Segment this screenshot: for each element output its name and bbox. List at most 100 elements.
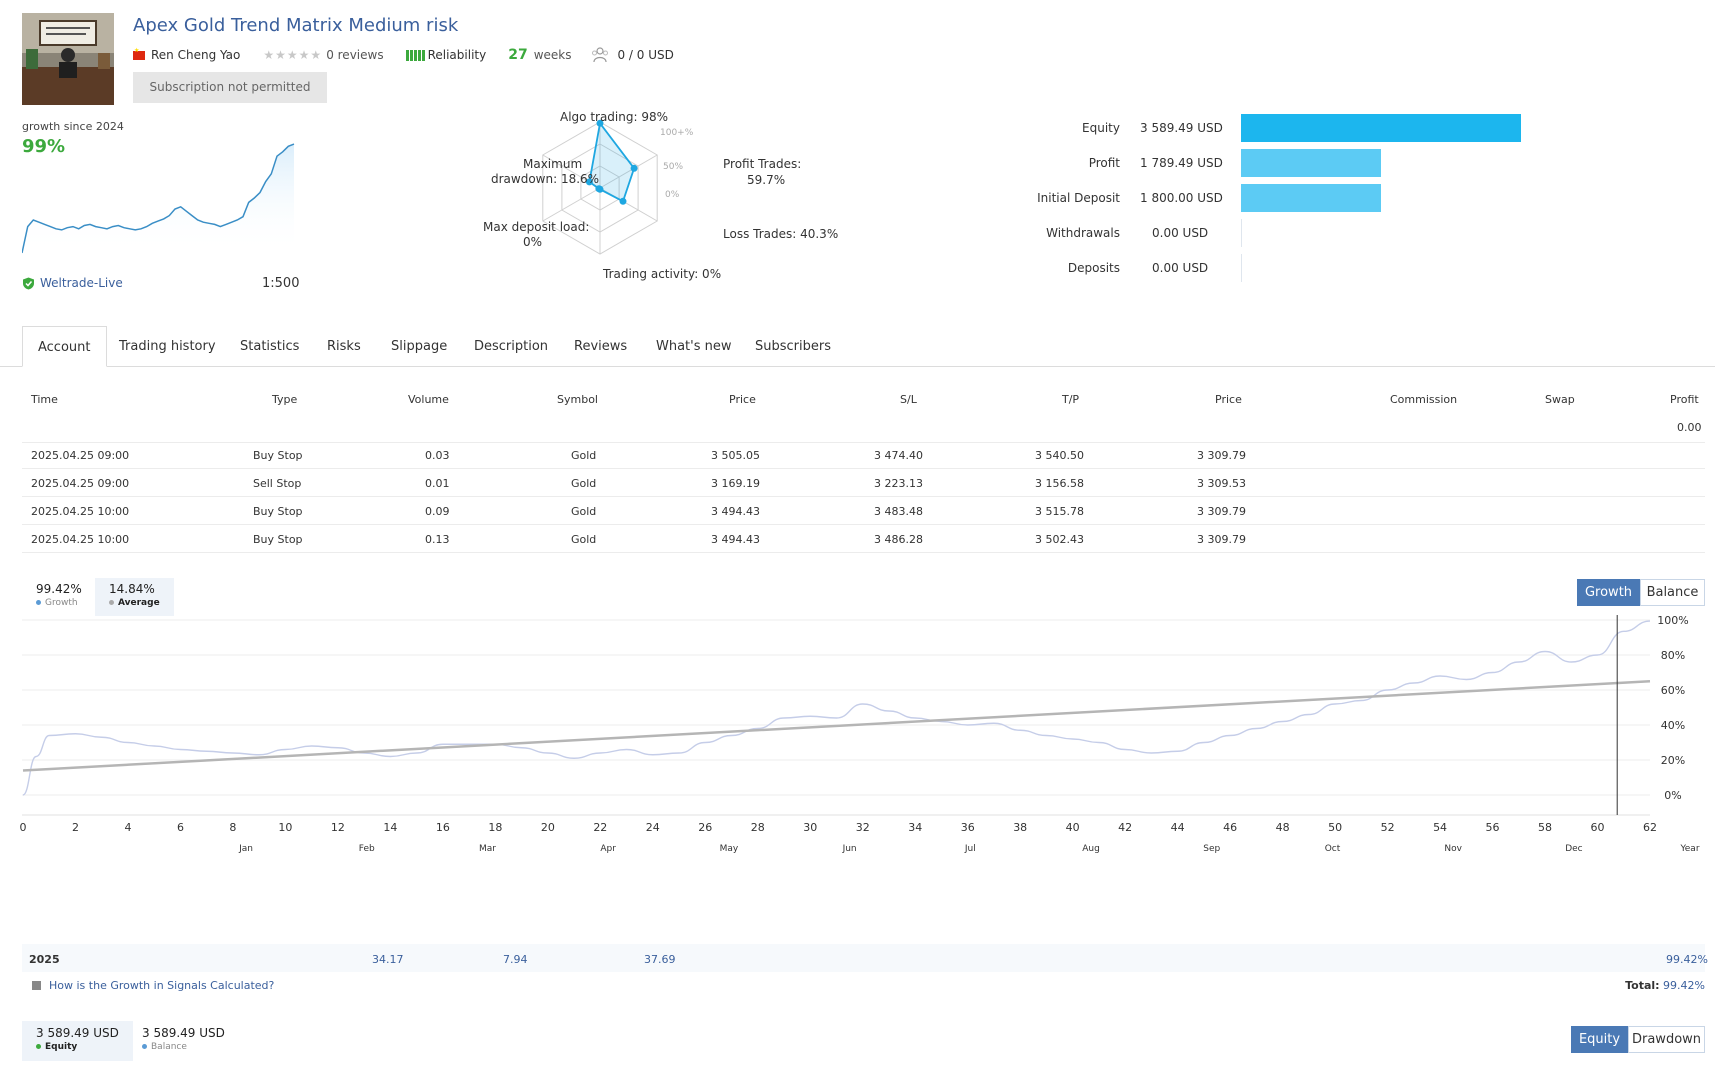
month-label: May (720, 844, 739, 854)
profit-label: Profit (1088, 156, 1120, 170)
verified-shield-icon (23, 277, 34, 289)
weeks-label: weeks (533, 48, 572, 62)
equity-stat-legend: Equity (36, 1042, 119, 1052)
equity-value: 3 589.49 USD (1140, 121, 1223, 135)
author-avatar[interactable] (22, 13, 114, 105)
month-label: Sep (1203, 844, 1220, 854)
x-tick-label: 14 (383, 821, 397, 834)
radar-axis (599, 154, 658, 189)
initial-deposit-row: Initial Deposit 1 800.00 USD (990, 184, 1530, 212)
radar-scale-0: 0% (665, 190, 680, 200)
signal-title[interactable]: Apex Gold Trend Matrix Medium risk (133, 15, 459, 36)
cell-time: 2025.04.25 10:00 (31, 533, 130, 546)
total-growth: Total: 99.42% (1625, 979, 1705, 992)
radar-label-loss-trades: Loss Trades: 40.3% (723, 227, 839, 241)
average-stat[interactable]: 14.84% Average (95, 578, 174, 616)
growth-stat-value: 99.42% (36, 582, 82, 596)
y-tick-label: 0% (1664, 789, 1681, 802)
year-label: 2025 (29, 953, 60, 966)
profit-value: 1 789.49 USD (1140, 156, 1223, 170)
average-dot-icon (109, 600, 114, 605)
cell-price-current: 3 309.79 (1197, 533, 1246, 546)
growth-chart[interactable]: 100%80%60%40%20%0%0 2 4 6 8 10 12 14 16 18 20 22 24 2… (0, 615, 1715, 940)
author-name[interactable]: Ren Cheng Yao (151, 48, 241, 62)
cell-price-current: 3 309.53 (1197, 477, 1246, 490)
x-tick-label: 8 (229, 821, 236, 834)
balance-stat[interactable]: 3 589.49 USD Balance (128, 1021, 239, 1061)
balance-stat-legend: Balance (142, 1042, 225, 1052)
drawdown-toggle-button[interactable]: Drawdown (1628, 1026, 1705, 1053)
tab-trading-history[interactable]: Trading history (119, 339, 216, 354)
equity-stat-label: Equity (45, 1042, 78, 1052)
cell-sl: 3 483.48 (874, 505, 923, 518)
balance-stat-label: Balance (151, 1042, 187, 1052)
cell-volume: 0.13 (425, 533, 450, 546)
month-label: Jan (238, 844, 253, 854)
balance-toggle-button[interactable]: Balance (1640, 579, 1705, 606)
x-tick-label: 18 (488, 821, 502, 834)
row-divider (22, 496, 1705, 497)
equity-stat[interactable]: 3 589.49 USD Equity (22, 1021, 133, 1061)
reviews-count[interactable]: 0 reviews (326, 48, 384, 62)
mini-growth-chart[interactable] (22, 138, 302, 258)
tab-risks[interactable]: Risks (327, 339, 361, 354)
cell-type: Buy Stop (253, 505, 303, 518)
year-total-value: 99.42% (1666, 953, 1708, 966)
signal-meta-row: Ren Cheng Yao ★★★★★ 0 reviews Reliabilit… (133, 45, 674, 65)
x-tick-label: 42 (1118, 821, 1132, 834)
deposits-row: Deposits 0.00 USD (990, 254, 1530, 282)
row-divider (22, 468, 1705, 469)
growth-toggle-button[interactable]: Growth (1577, 579, 1640, 606)
deposits-axis (1241, 254, 1242, 282)
tab-reviews[interactable]: Reviews (574, 339, 628, 354)
tab-whats-new[interactable]: What's new (656, 339, 732, 354)
cell-symbol: Gold (571, 505, 597, 518)
col-sl: S/L (900, 393, 917, 406)
subscribe-button[interactable]: Subscription not permitted (133, 72, 327, 103)
tab-slippage[interactable]: Slippage (391, 339, 448, 354)
x-tick-label: 58 (1538, 821, 1552, 834)
col-tp: T/P (1062, 393, 1080, 406)
balance-dot-icon (142, 1044, 147, 1049)
radar-chart: Algo trading: 98% Profit Trades: 59.7% L… (480, 105, 860, 305)
subscribers-icon (592, 47, 609, 63)
initial-deposit-label: Initial Deposit (1037, 191, 1120, 205)
average-stat-legend: Average (109, 598, 160, 608)
growth-stat-legend: Growth (36, 598, 82, 608)
deposits-value: 0.00 USD (1152, 261, 1209, 275)
x-tick-label: 38 (1013, 821, 1027, 834)
x-tick-label: 10 (278, 821, 292, 834)
tab-account[interactable]: Account (22, 326, 107, 367)
year-row: 2025 34.17 7.94 37.69 99.42% (0, 945, 1715, 970)
radar-svg (542, 119, 658, 255)
radar-point-loss-trades (619, 197, 627, 205)
equity-toggle-button[interactable]: Equity (1571, 1026, 1628, 1053)
month-label: Dec (1565, 844, 1582, 854)
growth-stat[interactable]: 99.42% Growth (22, 578, 96, 616)
growth-calc-link-text: How is the Growth in Signals Calculated? (49, 979, 275, 992)
cell-price-current: 3 309.79 (1197, 505, 1246, 518)
x-tick-label: 32 (856, 821, 870, 834)
month-label: Oct (1325, 844, 1341, 854)
tab-subscribers[interactable]: Subscribers (755, 339, 831, 354)
tab-description[interactable]: Description (474, 339, 549, 354)
month-label: Feb (359, 844, 375, 854)
broker-link[interactable]: Weltrade-Live (22, 276, 123, 290)
radar-label-trading-activity: Trading activity: 0% (603, 267, 722, 281)
total-value: 99.42% (1663, 979, 1705, 992)
row-divider (22, 524, 1705, 525)
col-swap: Swap (1545, 393, 1575, 406)
x-tick-label: 52 (1381, 821, 1395, 834)
growth-series-line (22, 620, 1651, 796)
profit-bar (1241, 149, 1381, 177)
row-divider (22, 442, 1705, 443)
x-tick-label: 46 (1223, 821, 1237, 834)
tab-statistics[interactable]: Statistics (240, 339, 300, 354)
cell-tp: 3 502.43 (1035, 533, 1084, 546)
cell-sl: 3 486.28 (874, 533, 923, 546)
growth-calc-link[interactable]: How is the Growth in Signals Calculated? (32, 979, 274, 992)
china-flag-icon (133, 47, 145, 60)
cell-price: 3 169.19 (711, 477, 760, 490)
col-time: Time (31, 393, 58, 406)
month-label: Jul (964, 844, 976, 854)
